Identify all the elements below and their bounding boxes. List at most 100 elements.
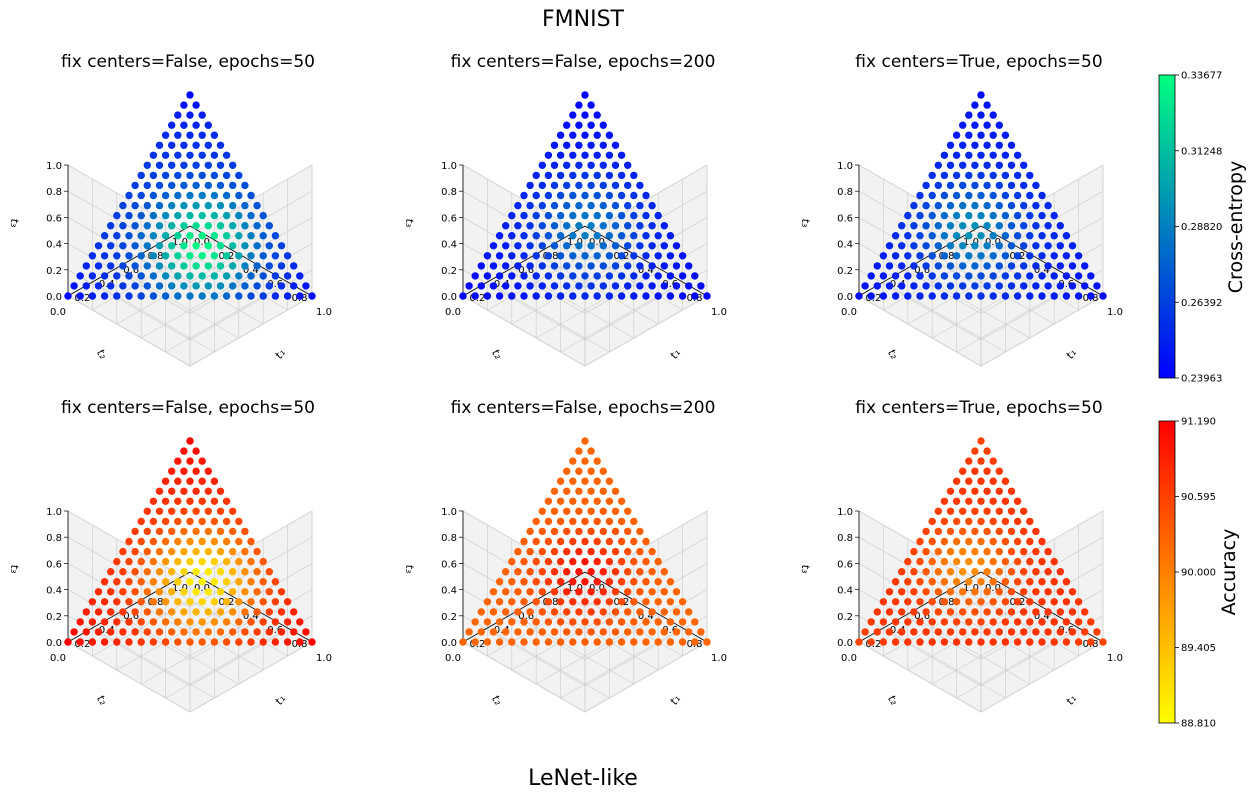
gridline <box>67 190 191 262</box>
scatter-point <box>952 638 961 646</box>
scatter-point <box>904 211 912 220</box>
scatter-point <box>977 292 985 300</box>
scatter-point <box>642 191 650 200</box>
scatter-point <box>575 608 583 616</box>
scatter-point <box>977 151 985 159</box>
scatter-point <box>161 497 170 505</box>
scatter-point <box>113 557 121 566</box>
scatter-point <box>186 191 194 200</box>
scatter-point <box>563 242 571 250</box>
scatter-point <box>977 91 985 99</box>
scatter-point <box>88 598 97 606</box>
scatter-point <box>593 171 601 180</box>
scatter-point <box>119 547 127 556</box>
scatter-point <box>569 292 577 300</box>
scatter-point <box>995 467 1003 475</box>
scatter-point <box>229 588 237 596</box>
scatter-point <box>593 151 601 159</box>
scatter-point <box>624 608 632 616</box>
gridline <box>67 641 191 713</box>
scatter-point <box>1038 292 1046 300</box>
scatter-point <box>1032 588 1040 596</box>
scatter-point <box>989 598 997 606</box>
scatter-point <box>520 272 528 280</box>
scatter-point <box>186 578 194 586</box>
scatter-point <box>965 171 973 180</box>
scatter-point <box>210 537 219 546</box>
scatter-point <box>174 578 182 586</box>
scatter-point <box>922 608 930 616</box>
scatter-point <box>508 557 516 566</box>
scatter-point <box>137 618 145 626</box>
scatter-point <box>648 568 656 576</box>
scatter-point <box>928 171 936 180</box>
scatter-point <box>204 181 212 190</box>
scatter-point <box>1001 517 1010 526</box>
scatter-point <box>989 111 997 119</box>
scatter-point <box>155 222 164 230</box>
scatter-point <box>1032 201 1040 210</box>
scatter-point <box>928 598 936 606</box>
scatter-point <box>611 507 620 515</box>
scatter-point <box>180 262 188 270</box>
scatter-point <box>581 638 589 646</box>
scatter-point <box>502 628 510 636</box>
scatter-point <box>983 447 991 455</box>
scatter-point <box>983 547 991 556</box>
scatter-point <box>581 557 589 566</box>
scatter-point <box>247 252 255 260</box>
scatter-point <box>922 628 930 636</box>
scatter-point <box>910 547 918 556</box>
scatter-point <box>569 151 577 159</box>
scatter-point <box>192 588 200 596</box>
scatter-point <box>940 517 949 526</box>
scatter-point <box>855 638 863 646</box>
scatter-point <box>508 618 516 626</box>
scatter-point <box>283 252 292 260</box>
scatter-point <box>119 608 127 616</box>
x-tick-label: 0.6 <box>267 279 283 290</box>
scatter-point <box>210 232 219 240</box>
y-tick-label: 0.0 <box>841 653 857 664</box>
scatter-point <box>556 151 565 159</box>
scatter-point <box>556 131 565 139</box>
scatter-point <box>873 608 881 616</box>
scatter-point <box>107 608 115 616</box>
scatter-point <box>569 232 577 240</box>
scatter-point <box>995 161 1003 169</box>
scatter-point <box>593 517 601 526</box>
scatter-point <box>995 608 1003 616</box>
scatter-point <box>940 598 949 606</box>
scatter-point <box>538 181 546 190</box>
scatter-point <box>952 517 961 526</box>
scatter-point <box>526 262 534 270</box>
scatter-point <box>1007 181 1016 190</box>
scatter-point <box>508 232 516 240</box>
scatter-point <box>569 477 577 485</box>
scatter-point <box>910 282 918 290</box>
scatter-point <box>192 101 200 109</box>
scatter-point <box>161 598 170 606</box>
scatter-point <box>1013 598 1022 606</box>
scatter-point <box>186 457 194 465</box>
scatter-point <box>174 537 182 546</box>
scatter-point <box>916 598 924 606</box>
scatter-point <box>192 547 200 556</box>
scatter-point <box>587 101 595 109</box>
scatter-point <box>180 161 188 169</box>
y-tick-label: 1.0 <box>567 237 583 248</box>
scatter-point <box>599 201 607 210</box>
scatter-point <box>563 181 571 190</box>
scatter-point <box>946 262 955 270</box>
scatter-point <box>471 272 479 280</box>
scatter-point <box>137 171 145 180</box>
scatter-point <box>660 282 668 290</box>
scatter-point <box>1038 252 1046 260</box>
gridline <box>584 269 708 341</box>
scatter-point <box>192 201 200 210</box>
scatter-point <box>235 232 243 240</box>
scatter-point <box>495 232 504 240</box>
scatter-point <box>879 272 888 280</box>
scatter-point <box>898 568 906 576</box>
scatter-point <box>204 161 212 169</box>
